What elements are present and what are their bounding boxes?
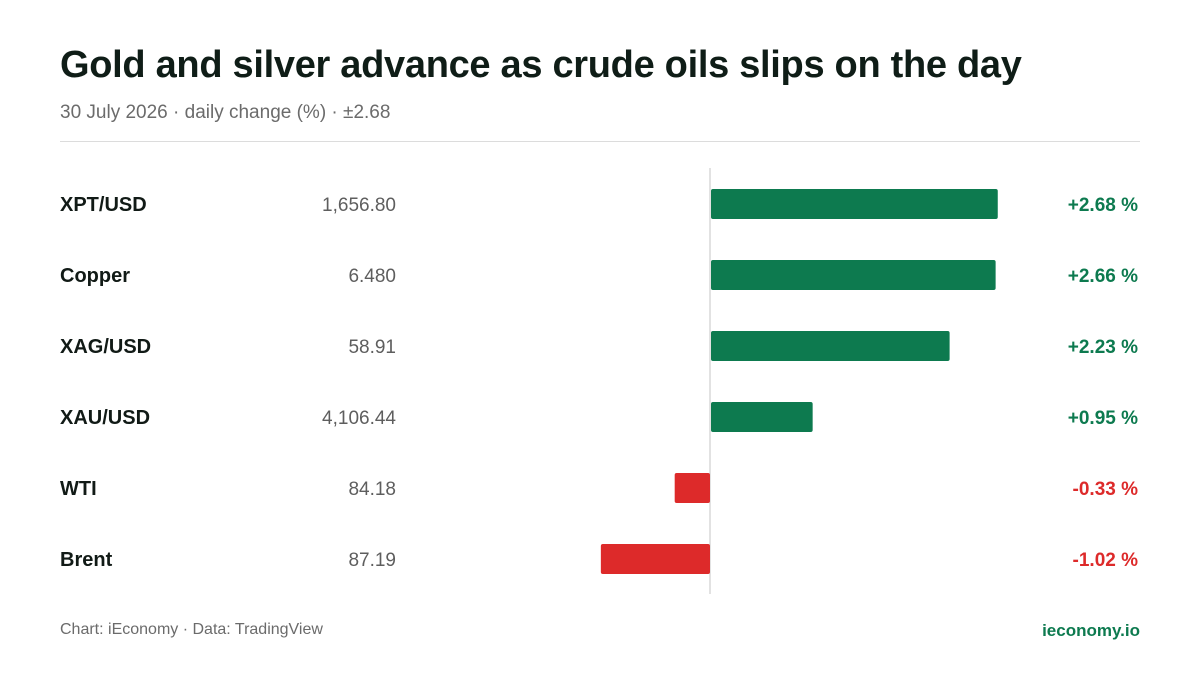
- category-label: XAG/USD: [60, 336, 151, 358]
- value-label: -1.02 %: [1073, 550, 1139, 571]
- bar: [711, 189, 998, 219]
- bar: [711, 260, 996, 290]
- price-label: 4,106.44: [322, 408, 396, 429]
- header-divider: [60, 141, 1140, 142]
- source-credit: Chart: iEconomy · Data: TradingView: [60, 621, 323, 638]
- value-label: +2.68 %: [1068, 195, 1138, 216]
- category-label: Brent: [60, 549, 113, 571]
- bar: [674, 473, 710, 503]
- price-label: 84.18: [348, 479, 396, 500]
- price-label: 58.91: [348, 337, 396, 358]
- price-label: 6.480: [348, 266, 396, 287]
- price-label: 87.19: [348, 550, 396, 571]
- chart-title: Gold and silver advance as crude oils sl…: [60, 44, 1022, 86]
- value-label: +0.95 %: [1068, 408, 1138, 429]
- brand-link[interactable]: ieconomy.io: [1042, 621, 1140, 640]
- bar: [711, 331, 950, 361]
- category-label: WTI: [60, 478, 97, 500]
- value-label: +2.66 %: [1068, 266, 1138, 287]
- bar: [711, 402, 813, 432]
- value-label: +2.23 %: [1068, 337, 1138, 358]
- price-label: 1,656.80: [322, 195, 396, 216]
- bar: [600, 544, 710, 574]
- chart-subtitle: 30 July 2026 · daily change (%) · ±2.68: [60, 102, 391, 123]
- category-label: Copper: [60, 265, 130, 287]
- category-label: XAU/USD: [60, 407, 150, 429]
- category-label: XPT/USD: [60, 194, 147, 216]
- value-label: -0.33 %: [1073, 479, 1139, 500]
